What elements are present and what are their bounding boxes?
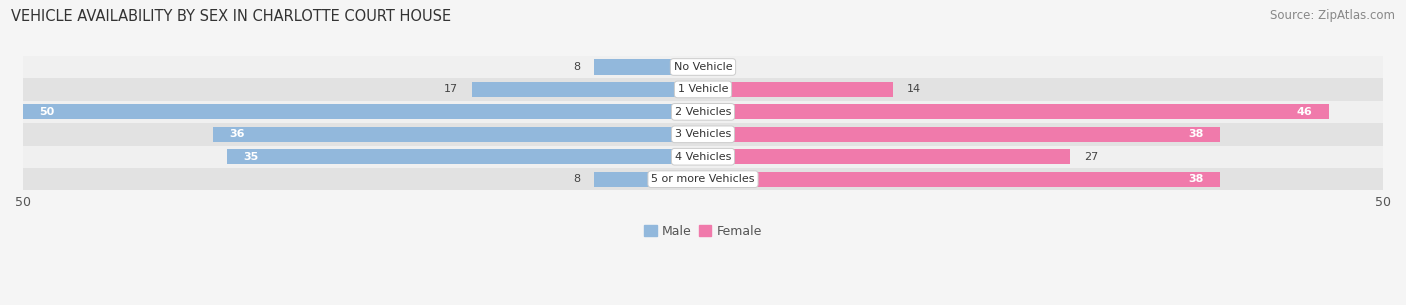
Text: 50: 50 (39, 107, 55, 117)
Text: 27: 27 (1084, 152, 1098, 162)
Bar (703, 171, 1220, 187)
Text: No Vehicle: No Vehicle (673, 62, 733, 72)
Text: 38: 38 (1188, 174, 1204, 184)
Bar (703, 149, 1070, 164)
Text: 17: 17 (444, 84, 458, 95)
Bar (595, 59, 703, 75)
Bar (703, 104, 1329, 120)
Text: VEHICLE AVAILABILITY BY SEX IN CHARLOTTE COURT HOUSE: VEHICLE AVAILABILITY BY SEX IN CHARLOTTE… (11, 9, 451, 24)
Text: 8: 8 (574, 174, 581, 184)
Text: 46: 46 (1296, 107, 1312, 117)
Legend: Male, Female: Male, Female (640, 220, 766, 243)
Bar (595, 171, 703, 187)
Bar (226, 149, 703, 164)
Text: 35: 35 (243, 152, 259, 162)
Text: 8: 8 (574, 62, 581, 72)
Bar (22, 56, 1384, 78)
Bar (22, 104, 703, 120)
Bar (703, 127, 1220, 142)
Bar (22, 123, 1384, 145)
Text: 4 Vehicles: 4 Vehicles (675, 152, 731, 162)
Text: 38: 38 (1188, 129, 1204, 139)
Text: 1 Vehicle: 1 Vehicle (678, 84, 728, 95)
Text: 36: 36 (229, 129, 245, 139)
Bar (214, 127, 703, 142)
Bar (472, 82, 703, 97)
Bar (22, 145, 1384, 168)
Bar (22, 78, 1384, 101)
Bar (22, 101, 1384, 123)
Text: 2 Vehicles: 2 Vehicles (675, 107, 731, 117)
Text: 14: 14 (907, 84, 921, 95)
Bar (703, 82, 893, 97)
Text: 3 Vehicles: 3 Vehicles (675, 129, 731, 139)
Text: 5 or more Vehicles: 5 or more Vehicles (651, 174, 755, 184)
Bar (22, 168, 1384, 190)
Text: Source: ZipAtlas.com: Source: ZipAtlas.com (1270, 9, 1395, 22)
